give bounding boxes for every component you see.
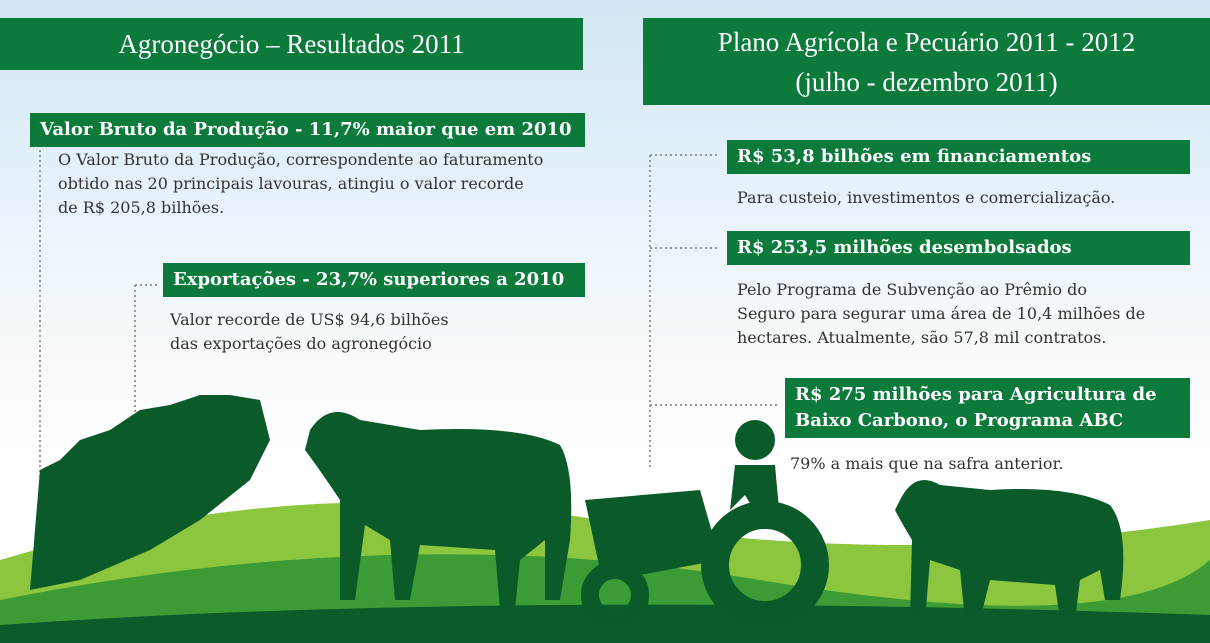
cow — [305, 412, 572, 610]
text-line: Para custeio, investimentos e comerciali… — [737, 188, 1116, 207]
item-heading: R$ 53,8 bilhões em financiamentos — [727, 140, 1190, 174]
corn — [30, 395, 270, 590]
text-line: obtido nas 20 principais lavouras, ating… — [58, 174, 524, 193]
dotted-connectors — [39, 150, 780, 480]
title-line: Plano Agrícola e Pecuário 2011 - 2012 — [717, 27, 1136, 57]
item-heading: Exportações - 23,7% superiores a 2010 — [163, 263, 585, 297]
tractor — [581, 420, 829, 629]
section-title: Plano Agrícola e Pecuário 2011 - 2012 (j… — [643, 18, 1210, 105]
text-line: de R$ 205,8 bilhões. — [58, 198, 225, 217]
item-body: Para custeio, investimentos e comerciali… — [737, 186, 1115, 210]
section-title: Agronegócio – Resultados 2011 — [0, 18, 583, 70]
item-heading: Valor Bruto da Produção - 11,7% maior qu… — [30, 113, 585, 147]
item-body: Valor recorde de US$ 94,6 bilhões das exp… — [170, 308, 449, 356]
text-line: R$ 53,8 bilhões em financiamentos — [737, 146, 1092, 167]
text-line: 79% a mais que na safra anterior. — [790, 454, 1064, 473]
title-line: (julho - dezembro 2011) — [795, 67, 1058, 97]
text-line: O Valor Bruto da Produção, correspondent… — [58, 150, 544, 169]
item-heading: R$ 275 milhões para Agricultura de Baixo … — [785, 378, 1190, 438]
text-line: R$ 253,5 milhões desembolsados — [737, 237, 1072, 258]
text-line: das exportações do agronegócio — [170, 334, 432, 353]
text-line: R$ 275 milhões para Agricultura de — [795, 384, 1157, 405]
item-body: O Valor Bruto da Produção, correspondent… — [58, 148, 543, 220]
text-line: Pelo Programa de Subvenção ao Prêmio do — [737, 280, 1087, 299]
cow — [895, 480, 1124, 620]
text-line: hectares. Atualmente, são 57,8 mil contr… — [737, 328, 1107, 347]
item-body: Pelo Programa de Subvenção ao Prêmio do S… — [737, 278, 1145, 350]
text-line: Seguro para segurar uma área de 10,4 mil… — [737, 304, 1146, 323]
item-heading: R$ 253,5 milhões desembolsados — [727, 231, 1190, 265]
item-body: 79% a mais que na safra anterior. — [790, 452, 1064, 476]
text-line: Valor recorde de US$ 94,6 bilhões — [170, 310, 449, 329]
text-line: Baixo Carbono, o Programa ABC — [795, 410, 1124, 431]
